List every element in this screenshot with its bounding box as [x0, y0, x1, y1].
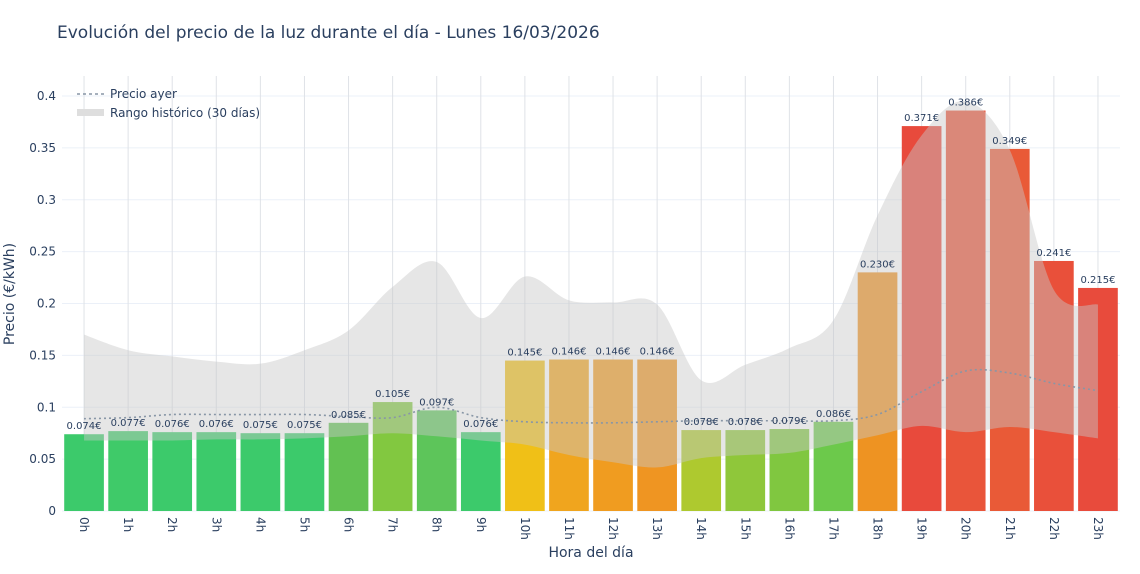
- x-tick-label: 1h: [121, 517, 135, 532]
- y-tick-label: 0.05: [29, 452, 56, 466]
- x-tick-label: 20h: [959, 517, 973, 540]
- bar: [593, 359, 633, 511]
- x-tick-label: 11h: [562, 517, 576, 540]
- yesterday-line: [84, 368, 1099, 424]
- bar-value-label: 0.078€: [684, 417, 719, 428]
- x-tick-label: 2h: [165, 517, 179, 532]
- x-tick-label: 22h: [1047, 517, 1061, 540]
- historical-range-area: [84, 100, 1098, 468]
- bar: [549, 359, 589, 511]
- x-tick-label: 18h: [871, 517, 885, 540]
- bar: [284, 433, 325, 511]
- bar-value-label: 0.075€: [287, 420, 322, 431]
- x-tick-label: 5h: [297, 517, 311, 532]
- bar-value-label: 0.230€: [860, 259, 895, 270]
- x-tick-label: 3h: [209, 517, 223, 532]
- y-tick-label: 0: [48, 504, 56, 518]
- x-tick-label: 10h: [518, 517, 532, 540]
- legend[interactable]: Precio ayer Rango histórico (30 días): [77, 87, 260, 120]
- bar: [108, 431, 148, 511]
- y-tick-label: 0.2: [37, 297, 56, 311]
- bar: [857, 272, 898, 511]
- bar: [1034, 260, 1074, 511]
- bar-value-label: 0.074€: [67, 421, 102, 432]
- bar: [1078, 287, 1118, 511]
- y-axis-title: Precio (€/kWh): [2, 243, 18, 345]
- yesterday-price-line: [84, 368, 1099, 424]
- bars: [64, 110, 1118, 512]
- y-tick-label: 0.25: [29, 245, 56, 259]
- bar-value-label: 0.105€: [375, 389, 410, 400]
- x-tick-label: 19h: [915, 517, 929, 540]
- x-axis-title: Hora del día: [548, 545, 633, 561]
- axes: 0 0.05 0.1 0.15 0.2 0.25 0.3 0.35 0.4 0h 1h 2h 3h 4h 5…: [29, 89, 1105, 540]
- x-tick-label: 6h: [342, 517, 356, 532]
- x-tick-label: 12h: [606, 517, 620, 540]
- x-tick-label: 17h: [826, 517, 840, 540]
- legend-label-yesterday[interactable]: Precio ayer: [110, 87, 177, 101]
- bar-value-label: 0.076€: [155, 419, 190, 430]
- bar: [769, 429, 810, 511]
- bar: [152, 432, 193, 511]
- bar: [901, 126, 942, 512]
- x-tick-label: 4h: [253, 517, 267, 532]
- bar: [196, 432, 237, 511]
- x-tick-label: 23h: [1091, 517, 1105, 540]
- bar: [416, 410, 457, 511]
- bar-value-label: 0.145€: [507, 348, 542, 359]
- bar: [505, 360, 545, 511]
- bar: [813, 421, 854, 511]
- bar-value-label: 0.146€: [640, 347, 675, 358]
- chart-title: Evolución del precio de la luz durante e…: [57, 23, 600, 43]
- bar-value-label: 0.085€: [331, 410, 366, 421]
- bar: [328, 422, 369, 511]
- bar: [460, 432, 501, 511]
- x-tick-label: 15h: [738, 517, 752, 540]
- historical-range-band: [84, 100, 1098, 468]
- bar: [240, 433, 281, 511]
- bar-value-label: 0.146€: [551, 347, 586, 358]
- bar: [989, 148, 1030, 511]
- bar-value-label: 0.075€: [243, 420, 278, 431]
- bar-value-label: 0.097€: [419, 397, 454, 408]
- y-tick-label: 0.35: [29, 141, 56, 155]
- bar: [64, 434, 104, 511]
- y-tick-label: 0.15: [29, 348, 56, 362]
- x-tick-label: 14h: [694, 517, 708, 540]
- x-tick-label: 16h: [782, 517, 796, 540]
- y-tick-label: 0.3: [37, 193, 56, 207]
- y-tick-label: 0.4: [37, 89, 56, 103]
- x-tick-label: 7h: [386, 517, 400, 532]
- bar-value-label: 0.078€: [728, 417, 763, 428]
- x-tick-label: 13h: [650, 517, 664, 540]
- data-labels: 0.074€ 0.077€ 0.076€ 0.076€ 0.075€ 0.075€ 0.08…: [67, 98, 1116, 433]
- x-tick-label: 8h: [430, 517, 444, 532]
- x-tick-label: 0h: [77, 517, 91, 532]
- bar-value-label: 0.371€: [904, 113, 939, 124]
- bar-value-label: 0.386€: [948, 98, 983, 109]
- y-tick-label: 0.1: [37, 400, 56, 414]
- bar-value-label: 0.241€: [1036, 248, 1071, 259]
- bar: [637, 359, 677, 511]
- bar-value-label: 0.076€: [463, 419, 498, 430]
- bar-value-label: 0.077€: [111, 418, 146, 429]
- legend-label-range[interactable]: Rango histórico (30 días): [110, 106, 260, 120]
- bar: [372, 402, 413, 511]
- bar: [945, 110, 986, 512]
- bar-value-label: 0.349€: [992, 136, 1027, 147]
- bar-value-label: 0.086€: [816, 409, 851, 420]
- legend-band-icon: [77, 109, 104, 116]
- bar-value-label: 0.076€: [199, 419, 234, 430]
- bar-value-label: 0.215€: [1080, 275, 1115, 286]
- x-tick-label: 9h: [474, 517, 488, 532]
- bar: [725, 430, 766, 511]
- bar-value-label: 0.079€: [772, 416, 807, 427]
- x-tick-label: 21h: [1003, 517, 1017, 540]
- bar-value-label: 0.146€: [596, 347, 631, 358]
- bar: [681, 430, 722, 511]
